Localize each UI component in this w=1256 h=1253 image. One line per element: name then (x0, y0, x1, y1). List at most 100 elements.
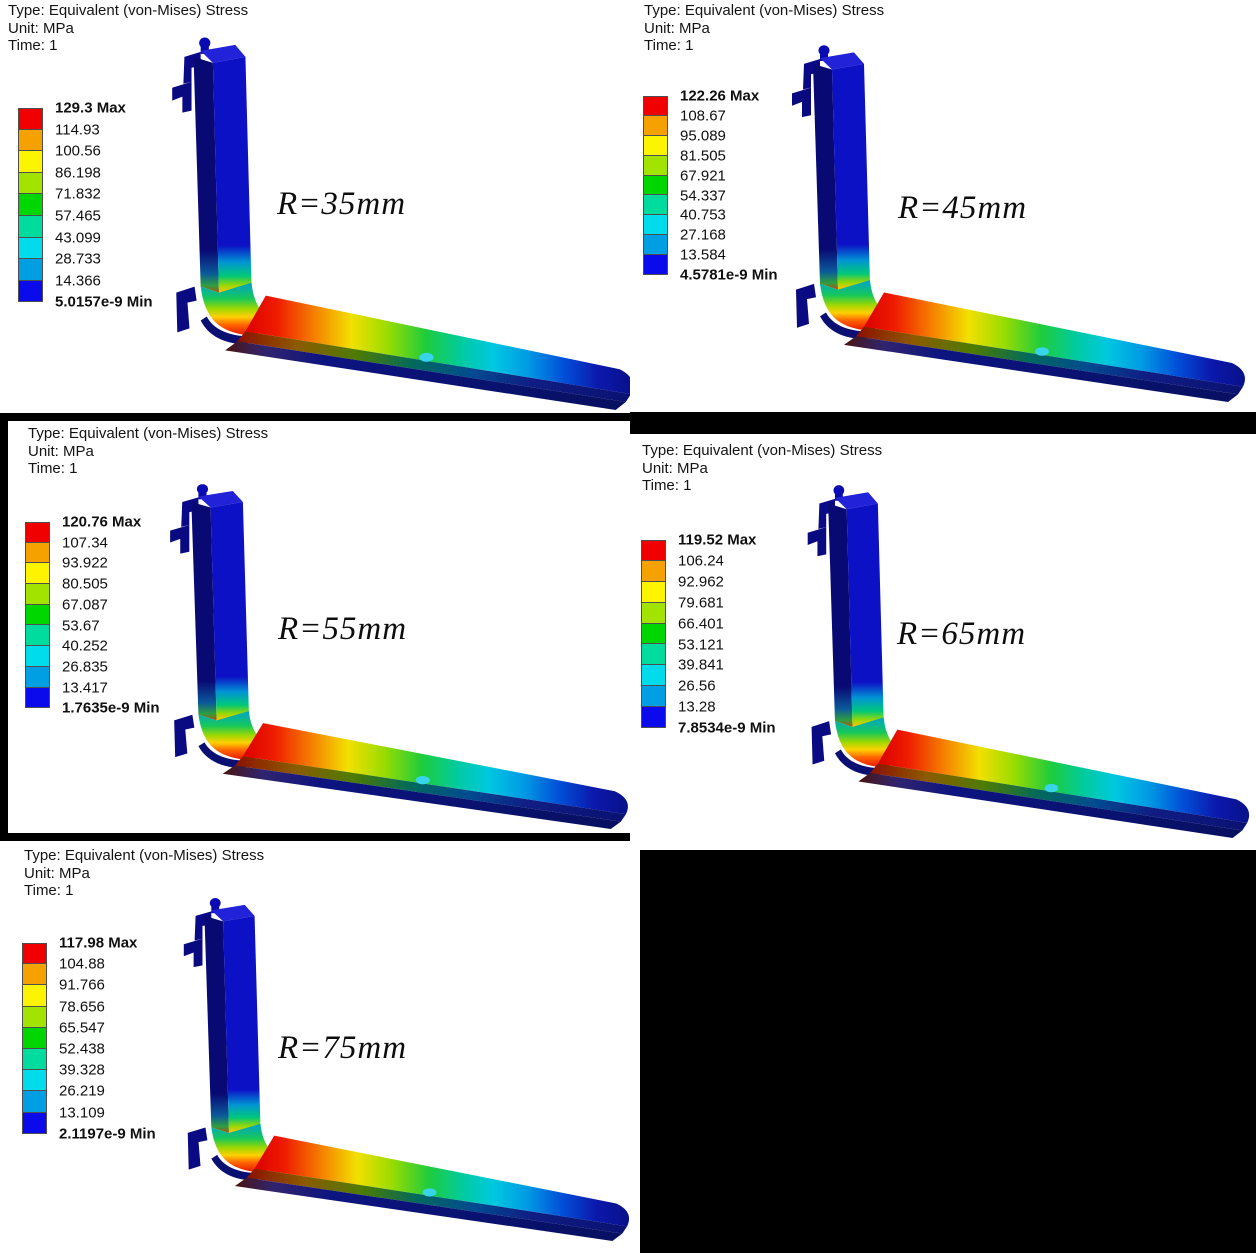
legend-color-band (18, 172, 43, 195)
legend-value: 86.198 (55, 164, 101, 182)
legend-value: 43.099 (55, 229, 101, 247)
legend-color-bar (641, 540, 666, 729)
legend-value: 107.34 (62, 534, 108, 552)
legend-value: 26.56 (678, 677, 716, 695)
legend-value: 57.465 (55, 207, 101, 225)
legend-color-band (25, 542, 50, 564)
legend-value: 114.93 (55, 121, 100, 139)
legend-color-bar (18, 108, 43, 303)
panel-r45: Type: Equivalent (von-Mises) Stress Unit… (630, 0, 1256, 412)
legend-color-band (25, 646, 50, 667)
legend-value: 54.337 (680, 187, 726, 204)
legend-color-band (641, 665, 666, 687)
legend-color-band (22, 1027, 47, 1049)
legend-value: 93.922 (62, 554, 108, 572)
legend-color-band (643, 135, 668, 156)
radius-label: R=45mm (898, 190, 1028, 226)
unit-label: Unit: MPa (8, 19, 74, 37)
time-label: Time: 1 (642, 477, 692, 495)
legend-color-band (22, 1006, 47, 1028)
panel-r75: Type: Equivalent (von-Mises) Stress Unit… (0, 841, 640, 1253)
legend-color-band (641, 707, 666, 729)
analysis-type-label: Type: Equivalent (von-Mises) Stress (642, 442, 883, 459)
legend-color-band (643, 235, 668, 256)
legend-value-min: 1.7635e-9 Min (62, 699, 160, 717)
legend-value: 79.681 (678, 594, 724, 612)
legend-color-band (22, 943, 47, 965)
legend-value: 104.88 (59, 955, 105, 973)
legend-value-max: 119.52 Max (678, 531, 757, 549)
legend-value: 67.921 (680, 167, 726, 185)
legend-color-band (18, 108, 43, 130)
legend-value-max: 117.98 Max (59, 934, 138, 952)
legend-color-band (641, 560, 666, 582)
radius-label: R=55mm (278, 611, 408, 647)
legend-color-band (22, 1091, 47, 1113)
legend-color-band (25, 666, 50, 688)
view-header: Type: Equivalent (von-Mises) Stress Unit… (644, 2, 884, 55)
legend-value: 53.121 (678, 636, 724, 653)
legend-color-band (18, 280, 43, 303)
legend-value: 26.835 (62, 658, 108, 676)
legend-value: 91.766 (59, 976, 105, 994)
legend-color-band (18, 194, 43, 216)
view-header: Type: Equivalent (von-Mises) Stress Unit… (24, 847, 264, 900)
legend-color-band (18, 215, 43, 238)
legend-color-band (22, 1112, 47, 1134)
time-label: Time: 1 (28, 460, 78, 478)
unit-label: Unit: MPa (644, 19, 710, 37)
view-header: Type: Equivalent (von-Mises) Stress Unit… (642, 442, 882, 495)
legend-color-band (643, 215, 668, 236)
legend-color-band (22, 985, 47, 1007)
unit-label: Unit: MPa (24, 864, 90, 882)
panel-r65: Type: Equivalent (von-Mises) Stress Unit… (630, 434, 1256, 850)
legend-color-bar (25, 522, 50, 709)
panel-r35: Type: Equivalent (von-Mises) Stress Unit… (0, 0, 630, 413)
legend-value: 65.547 (59, 1019, 105, 1037)
legend-value-min: 2.1197e-9 Min (59, 1125, 156, 1143)
legend-value: 13.417 (62, 679, 108, 697)
legend-value: 81.505 (680, 147, 726, 165)
legend-color-band (18, 129, 43, 152)
legend-value: 92.962 (678, 573, 724, 591)
unit-label: Unit: MPa (28, 442, 94, 460)
legend-color-band (643, 115, 668, 136)
analysis-type-label: Type: Equivalent (von-Mises) Stress (644, 2, 885, 19)
legend-value: 14.366 (55, 272, 101, 290)
legend-value: 52.438 (59, 1040, 105, 1058)
legend-value: 106.24 (678, 552, 724, 570)
legend-value: 13.109 (59, 1104, 105, 1122)
legend-color-band (18, 151, 43, 173)
legend-color-band (25, 687, 50, 709)
legend-color-bar (22, 943, 47, 1134)
view-header: Type: Equivalent (von-Mises) Stress Unit… (28, 425, 268, 478)
radius-label: R=35mm (277, 186, 407, 222)
legend-value-min: 5.0157e-9 Min (55, 293, 153, 311)
legend-color-band (22, 1070, 47, 1092)
analysis-type-label: Type: Equivalent (von-Mises) Stress (24, 847, 265, 864)
legend-color-band (641, 623, 666, 645)
legend-color-band (641, 581, 666, 603)
legend-color-band (25, 563, 50, 585)
radius-label: R=65mm (897, 616, 1027, 652)
legend-value: 80.505 (62, 575, 108, 593)
legend-color-band (641, 602, 666, 624)
legend-color-band (641, 540, 666, 561)
legend-color-band (25, 522, 50, 543)
legend-value: 71.832 (55, 185, 101, 203)
view-header: Type: Equivalent (von-Mises) Stress Unit… (8, 2, 248, 55)
analysis-type-label: Type: Equivalent (von-Mises) Stress (8, 2, 249, 19)
legend-color-band (641, 686, 666, 708)
blank-area (640, 850, 1256, 1253)
legend-color-band (25, 584, 50, 605)
unit-label: Unit: MPa (642, 459, 708, 477)
legend-value: 27.168 (680, 226, 726, 244)
legend-value: 108.67 (680, 107, 726, 125)
legend-color-band (18, 259, 43, 281)
legend-value-max: 129.3 Max (55, 99, 126, 117)
time-label: Time: 1 (644, 37, 694, 55)
radius-label: R=75mm (278, 1030, 408, 1066)
legend-value: 67.087 (62, 596, 108, 614)
fork-stress-model (807, 485, 1250, 838)
legend-color-band (22, 964, 47, 986)
